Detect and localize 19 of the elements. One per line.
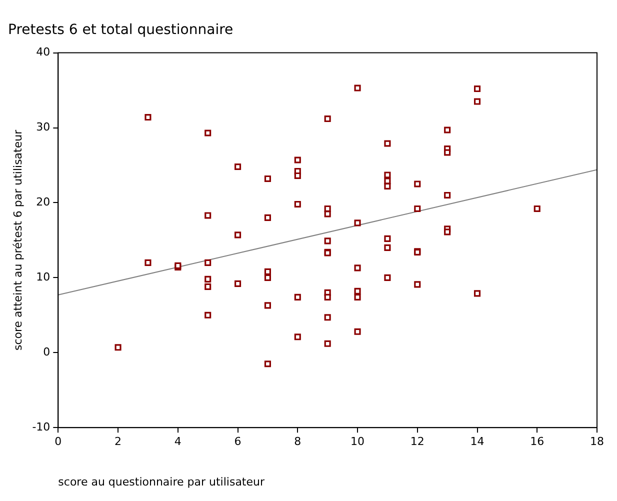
x-axis-title: score au questionnaire par utilisateur [58,475,265,488]
chart-title: Pretests 6 et total questionnaire [8,22,234,38]
x-tick-label: 0 [54,435,62,448]
x-tick-label: 10 [350,435,365,448]
x-tick-label: 18 [590,435,604,448]
x-tick-label: 8 [294,435,302,448]
x-tick-label: 2 [114,435,122,448]
y-tick-label: 40 [36,46,50,59]
y-tick-label: 20 [36,196,50,209]
x-tick-label: 14 [470,435,484,448]
y-axis-title: score atteint au prétest 6 par utilisateur [11,129,24,351]
x-tick-label: 6 [234,435,242,448]
x-tick-label: 16 [530,435,544,448]
y-tick-label: 10 [36,270,50,284]
x-tick-label: 12 [410,435,424,448]
y-tick-label: 30 [36,120,50,134]
y-tick-label: 0 [43,346,50,358]
y-tick-label: -10 [32,420,50,434]
x-tick-label: 4 [174,435,182,448]
